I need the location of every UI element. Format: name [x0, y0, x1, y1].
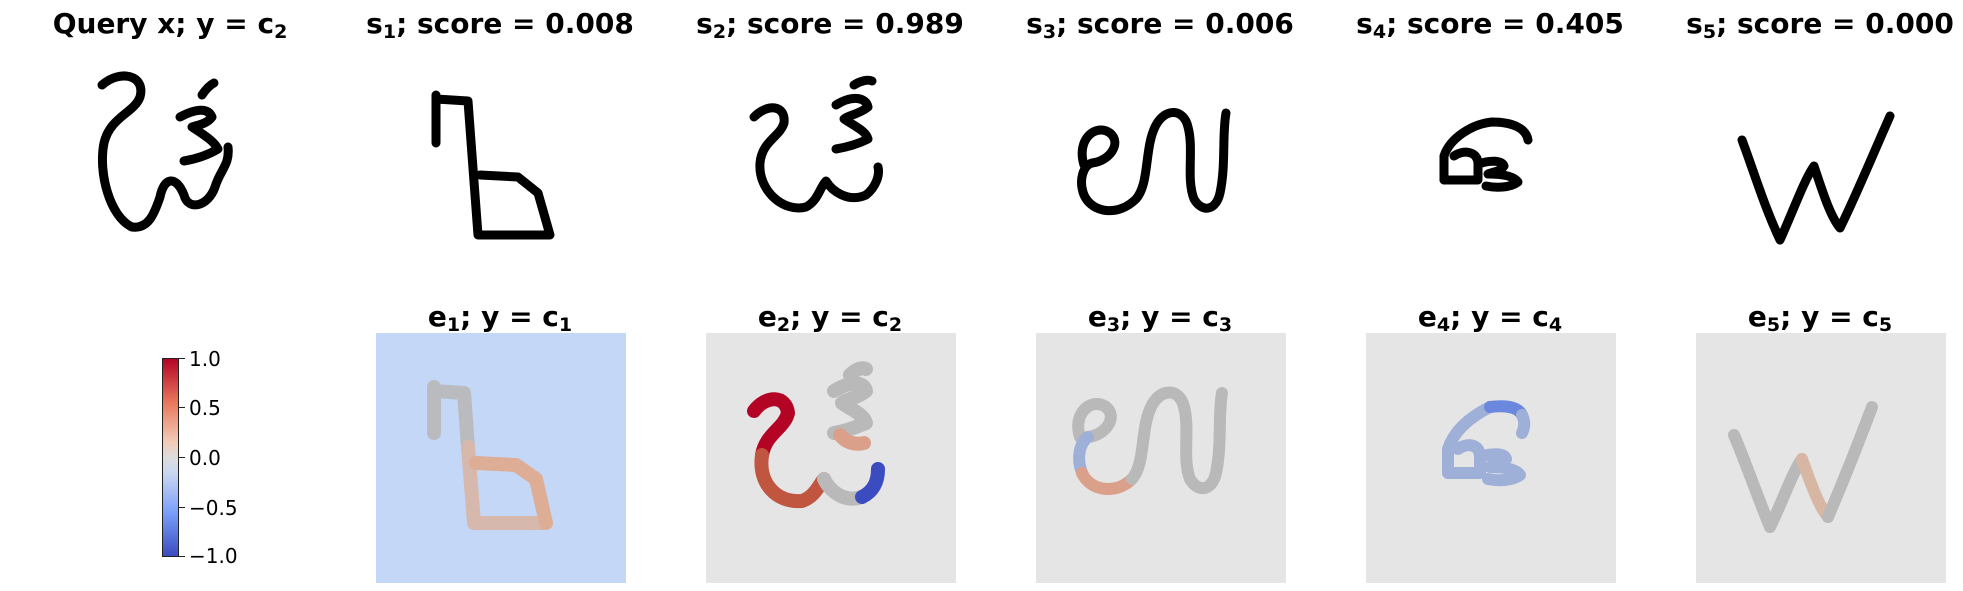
colorbar-label: 1.0 [189, 347, 221, 371]
colorbar-label: 0.5 [189, 396, 221, 420]
heatmap-background [1696, 333, 1946, 583]
support-2-title: s2; score = 0.989 [696, 7, 964, 43]
explanation-4-title: e4; y = c4 [1417, 300, 1563, 336]
explanation-1-heatmap [376, 333, 626, 583]
support-1-character-image [431, 90, 555, 240]
explanation-5-title: e5; y = c5 [1747, 300, 1893, 336]
support-5-title: s5; score = 0.000 [1686, 7, 1954, 43]
support-3-character-image [1077, 108, 1231, 216]
explanation-1-title: e1; y = c1 [427, 300, 573, 336]
colorbar-tick [179, 358, 185, 359]
colorbar-tick [179, 507, 185, 508]
explanation-2-heatmap [706, 333, 956, 583]
explanation-4-heatmap [1366, 333, 1616, 583]
query-character-image [97, 71, 233, 232]
support-5-character-image [1737, 111, 1895, 245]
explanation-5-heatmap [1696, 333, 1946, 583]
colorbar-label: −0.5 [189, 496, 238, 520]
colorbar-label: 0.0 [189, 446, 221, 470]
colorbar-tick [179, 457, 185, 458]
colorbar-tick [179, 556, 185, 557]
support-4-character-image [1439, 117, 1533, 192]
support-1-title: s1; score = 0.008 [366, 7, 634, 43]
explanation-3-title: e3; y = c3 [1087, 300, 1233, 336]
colorbar-tick [179, 407, 185, 408]
support-3-title: s3; score = 0.006 [1026, 7, 1294, 43]
explanation-2-title: e2; y = c2 [757, 300, 903, 336]
heatmap-background [706, 333, 956, 583]
colorbar [162, 358, 179, 557]
explanation-3-heatmap [1036, 333, 1286, 583]
query-title: Query x; y = c2 [52, 7, 288, 43]
support-2-character-image [749, 75, 883, 213]
colorbar-label: −1.0 [189, 544, 238, 568]
support-4-title: s4; score = 0.405 [1356, 7, 1624, 43]
